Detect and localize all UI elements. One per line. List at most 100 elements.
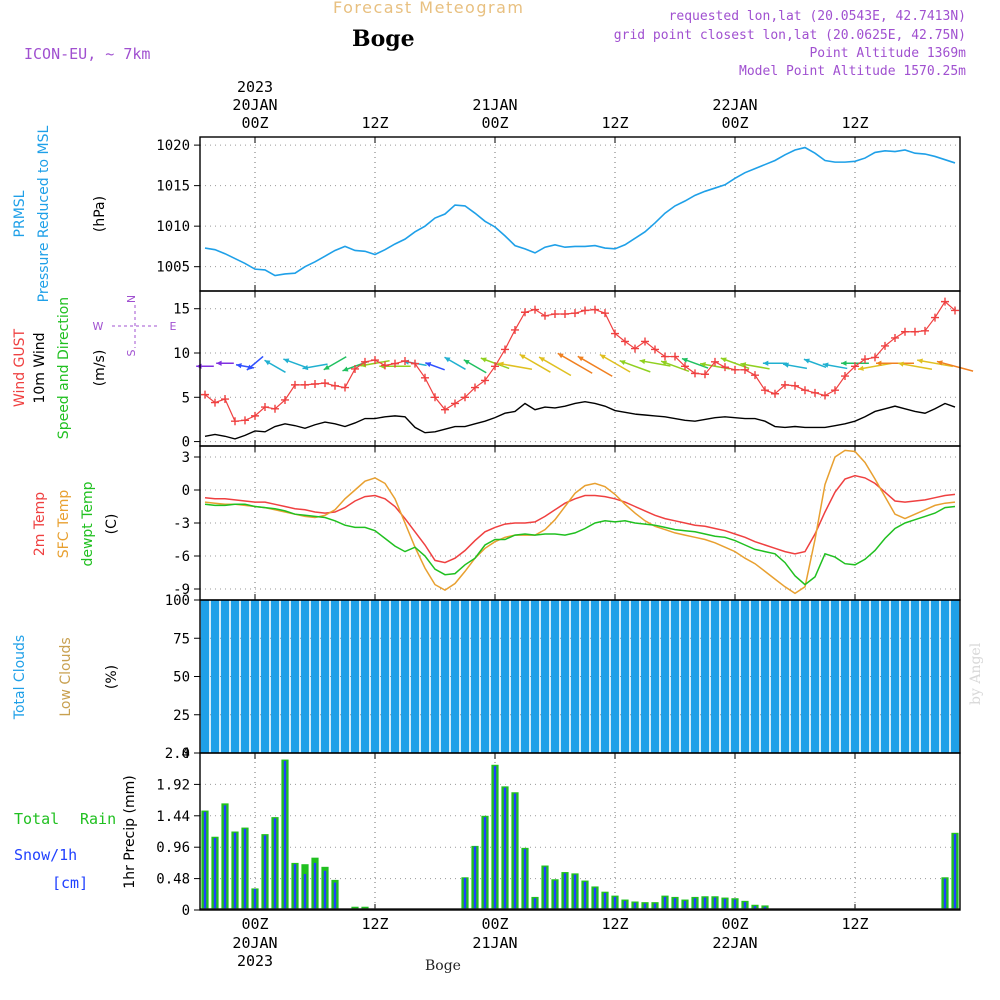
pressure-label-prmsl: PRMSL bbox=[12, 190, 28, 237]
total-cloud-bar bbox=[950, 600, 960, 753]
wind-ytick-label: 10 bbox=[173, 346, 190, 362]
wind-arrow bbox=[599, 353, 631, 373]
model-altitude: Model Point Altitude 1570.25m bbox=[739, 64, 966, 79]
total-cloud-bar bbox=[320, 600, 330, 753]
gust-marker bbox=[431, 393, 439, 402]
bottom-time-label: 12Z bbox=[841, 915, 868, 933]
total-cloud-bar bbox=[450, 600, 460, 753]
snow-bar bbox=[213, 838, 217, 910]
low-clouds-label: Low Clouds bbox=[58, 637, 74, 716]
wind-arrow-head bbox=[246, 364, 253, 371]
gust-marker bbox=[361, 357, 369, 366]
wind-gust-label: Wind GUST bbox=[12, 328, 28, 407]
total-cloud-bar bbox=[310, 600, 320, 753]
total-cloud-bar bbox=[330, 600, 340, 753]
temperature-ytick-label: -6 bbox=[173, 549, 190, 565]
total-cloud-bar bbox=[610, 600, 620, 753]
bottom-time-label: 00Z bbox=[481, 915, 508, 933]
gust-marker bbox=[681, 362, 689, 371]
snow-bar bbox=[603, 892, 607, 910]
total-cloud-bar bbox=[380, 600, 390, 753]
gust-marker bbox=[371, 356, 379, 365]
gust-marker bbox=[231, 417, 239, 426]
gust-marker bbox=[941, 297, 949, 306]
gust-marker bbox=[281, 395, 289, 404]
gust-marker bbox=[551, 310, 559, 319]
product-title: Forecast Meteogram bbox=[333, 0, 525, 17]
wind-arrow-head bbox=[599, 354, 606, 360]
total-cloud-bar bbox=[360, 600, 370, 753]
model-label: ICON-EU, ~ 7km bbox=[24, 45, 151, 63]
total-cloud-bar bbox=[570, 600, 580, 753]
temp-2m-label: 2m Temp bbox=[32, 492, 48, 556]
temperature-ytick-label: 0 bbox=[182, 483, 190, 499]
total-cloud-bar bbox=[300, 600, 310, 753]
wind-arrow-head bbox=[639, 358, 646, 365]
total-cloud-bar bbox=[840, 600, 850, 753]
clouds-ytick-label: 25 bbox=[173, 708, 190, 724]
snow-bar bbox=[683, 900, 687, 910]
snow-bar bbox=[543, 866, 547, 910]
precipitation-ytick-label: 2.4 bbox=[165, 746, 190, 762]
precip-rain-label: Rain bbox=[80, 810, 116, 828]
total-cloud-bar bbox=[220, 600, 230, 753]
gust-marker bbox=[381, 361, 389, 370]
temp-unit-label: (C) bbox=[104, 514, 120, 535]
top-date-label: 21JAN bbox=[472, 96, 517, 114]
temp-sfc-line bbox=[204, 449, 956, 595]
wind-direction-label: Speed and Direction bbox=[56, 297, 72, 439]
snow-bar bbox=[523, 849, 527, 910]
wind-arrow-head bbox=[661, 360, 668, 366]
wind-arrow-head bbox=[917, 358, 923, 364]
snow-bar bbox=[753, 906, 757, 910]
total-cloud-bar bbox=[550, 600, 560, 753]
pressure-label-msl: Pressure Reduced to MSL bbox=[36, 125, 52, 302]
snow-bar bbox=[573, 874, 577, 910]
gust-marker bbox=[271, 404, 279, 413]
total-cloud-bar bbox=[790, 600, 800, 753]
total-cloud-bar bbox=[750, 600, 760, 753]
dewpoint-line bbox=[204, 503, 956, 586]
total-cloud-bar bbox=[350, 600, 360, 753]
gust-marker bbox=[761, 386, 769, 395]
snow-bar bbox=[513, 793, 517, 910]
gust-marker bbox=[611, 329, 619, 338]
pressure-ytick-label: 1010 bbox=[156, 219, 190, 235]
top-time-label: 00Z bbox=[241, 114, 268, 132]
wind-arrow bbox=[857, 362, 893, 371]
compass-n: N bbox=[125, 295, 138, 303]
gust-marker bbox=[311, 380, 319, 388]
total-cloud-bar bbox=[580, 600, 590, 753]
top-time-label: 00Z bbox=[721, 114, 748, 132]
wind-arrow bbox=[936, 360, 974, 372]
wind-arrow-head bbox=[720, 357, 727, 363]
gust-marker bbox=[581, 306, 589, 315]
snow-bar bbox=[263, 835, 267, 910]
total-cloud-bar bbox=[800, 600, 810, 753]
footer-location: Boge bbox=[425, 958, 461, 974]
total-cloud-bar bbox=[940, 600, 950, 753]
snow-bar bbox=[663, 896, 667, 910]
total-cloud-bar bbox=[510, 600, 520, 753]
gust-marker bbox=[221, 395, 229, 404]
snow-bar bbox=[693, 898, 697, 910]
wind-arrow-head bbox=[841, 360, 847, 366]
gust-marker bbox=[731, 365, 739, 374]
gust-marker bbox=[721, 363, 729, 372]
precip-axis-label: 1hr Precip (mm) bbox=[122, 775, 138, 888]
total-cloud-bar bbox=[460, 600, 470, 753]
total-cloud-bar bbox=[930, 600, 940, 753]
gust-marker bbox=[411, 359, 419, 368]
pressure-frame bbox=[199, 136, 961, 292]
total-cloud-bar bbox=[470, 600, 480, 753]
snow-bar bbox=[653, 903, 657, 910]
gust-marker bbox=[671, 352, 679, 361]
wind-arrow-head bbox=[876, 360, 882, 366]
total-cloud-bar bbox=[260, 600, 270, 753]
dewpoint-label: dewpt Temp bbox=[80, 481, 96, 566]
gust-marker bbox=[211, 398, 219, 407]
total-cloud-bar bbox=[680, 600, 690, 753]
precipitation-ytick-label: 0 bbox=[182, 903, 190, 919]
total-cloud-bar bbox=[700, 600, 710, 753]
wind-arrow-head bbox=[936, 360, 943, 366]
